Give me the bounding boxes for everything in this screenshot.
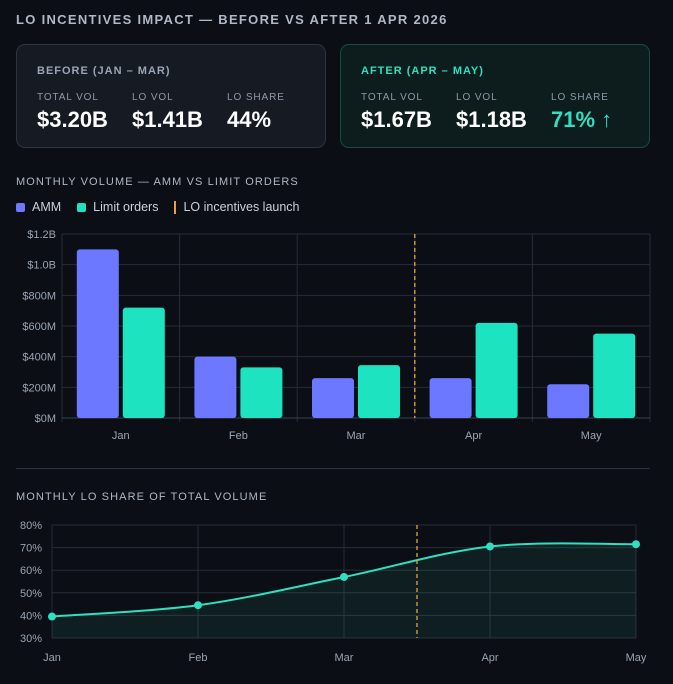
volume-chart-title: MONTHLY VOLUME — AMM VS LIMIT ORDERS <box>16 176 299 188</box>
legend-label: Limit orders <box>93 200 159 214</box>
amm-bar-jan <box>76 249 119 418</box>
before-summary-card: BEFORE (JAN – MAR) TOTAL VOL $3.20B LO V… <box>16 44 326 148</box>
y-tick-label: $800M <box>22 290 56 302</box>
before-card-title: BEFORE (JAN – MAR) <box>37 65 171 77</box>
y-tick-label: $600M <box>22 321 56 333</box>
y-tick-label: $0M <box>35 413 56 425</box>
stat-label: LO VOL <box>132 92 174 103</box>
y-tick-label: 50% <box>20 588 42 600</box>
launch-marker-swatch <box>174 200 177 214</box>
before-total-vol-stat: TOTAL VOL $3.20B <box>37 92 108 133</box>
legend-label: LO incentives launch <box>183 200 300 214</box>
lo-share-point-mar <box>340 572 348 581</box>
legend-item-amm: AMM <box>16 200 61 214</box>
stat-value: 71% ↑ <box>551 107 613 132</box>
after-summary-card: AFTER (APR – MAY) TOTAL VOL $1.67B LO VO… <box>340 44 650 148</box>
y-tick-label: $400M <box>22 352 56 364</box>
y-tick-label: $1.0B <box>27 260 56 272</box>
y-tick-label: $1.2B <box>27 229 56 241</box>
lo-share-point-may <box>632 540 640 549</box>
after-lo-vol-stat: LO VOL $1.18B <box>456 92 527 133</box>
y-tick-label: 80% <box>20 520 42 532</box>
legend-label: AMM <box>32 200 62 214</box>
x-tick-label: May <box>581 430 602 442</box>
legend-item-limit-orders: Limit orders <box>77 200 158 214</box>
y-tick-label: 30% <box>20 633 42 645</box>
section-divider <box>16 468 650 469</box>
x-tick-label: Mar <box>347 430 366 442</box>
y-tick-label: $200M <box>22 382 56 394</box>
before-lo-vol-stat: LO VOL $1.41B <box>132 92 203 133</box>
stat-label: LO VOL <box>456 92 498 103</box>
lo-share-point-jan <box>48 612 56 621</box>
limit-orders-bar-jan <box>122 307 165 418</box>
stat-value: $1.18B <box>456 107 527 132</box>
before-lo-share-stat: LO SHARE 44% <box>227 92 285 133</box>
volume-chart-legend: AMM Limit orders LO incentives launch <box>16 200 316 214</box>
legend-item-launch: LO incentives launch <box>174 200 300 214</box>
amm-bar-apr <box>429 378 472 418</box>
y-tick-label: 70% <box>20 543 42 555</box>
page-title: LO INCENTIVES IMPACT — BEFORE VS AFTER 1… <box>16 12 448 27</box>
amm-bar-feb <box>194 356 237 418</box>
x-tick-label: Apr <box>481 652 498 664</box>
stat-label: TOTAL VOL <box>37 92 99 103</box>
stat-label: LO SHARE <box>227 92 285 103</box>
stat-value: $1.41B <box>132 107 203 132</box>
y-tick-label: 60% <box>20 565 42 577</box>
stat-label: LO SHARE <box>551 92 609 103</box>
amm-bar-mar <box>312 378 354 418</box>
y-tick-label: 40% <box>20 610 42 622</box>
x-tick-label: Apr <box>465 430 482 442</box>
lo-share-point-apr <box>486 542 494 551</box>
x-tick-label: Feb <box>189 652 208 664</box>
stat-label: TOTAL VOL <box>361 92 423 103</box>
stat-value: 44% <box>227 107 272 132</box>
limit-orders-bar-apr <box>475 322 518 418</box>
limit-orders-swatch <box>77 202 87 212</box>
share-chart-title: MONTHLY LO SHARE OF TOTAL VOLUME <box>16 491 268 503</box>
after-card-title: AFTER (APR – MAY) <box>361 65 484 77</box>
after-total-vol-stat: TOTAL VOL $1.67B <box>361 92 432 133</box>
lo-share-area <box>52 543 636 638</box>
amm-swatch <box>16 202 25 212</box>
after-lo-share-stat: LO SHARE 71% ↑ <box>551 92 612 133</box>
x-tick-label: Feb <box>229 430 248 442</box>
x-tick-label: May <box>626 652 647 664</box>
stat-value: $3.20B <box>37 107 108 132</box>
x-tick-label: Jan <box>112 430 130 442</box>
lo-share-point-feb <box>194 601 202 610</box>
x-tick-label: Jan <box>43 652 61 664</box>
stat-value: $1.67B <box>361 107 432 132</box>
limit-orders-bar-mar <box>358 365 400 418</box>
amm-bar-may <box>547 384 590 418</box>
limit-orders-bar-may <box>593 333 636 418</box>
x-tick-label: Mar <box>335 652 354 664</box>
limit-orders-bar-feb <box>240 367 283 418</box>
